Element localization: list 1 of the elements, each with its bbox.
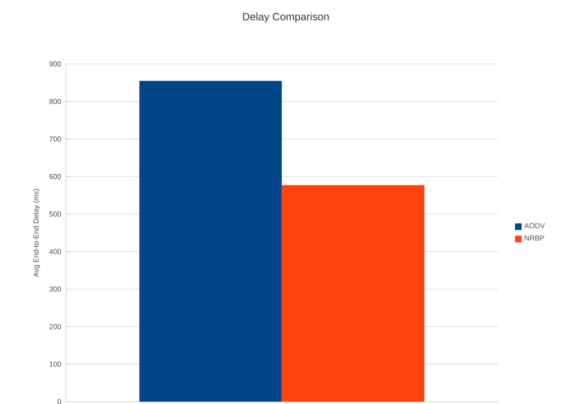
chart-title: Delay Comparison — [243, 12, 329, 22]
